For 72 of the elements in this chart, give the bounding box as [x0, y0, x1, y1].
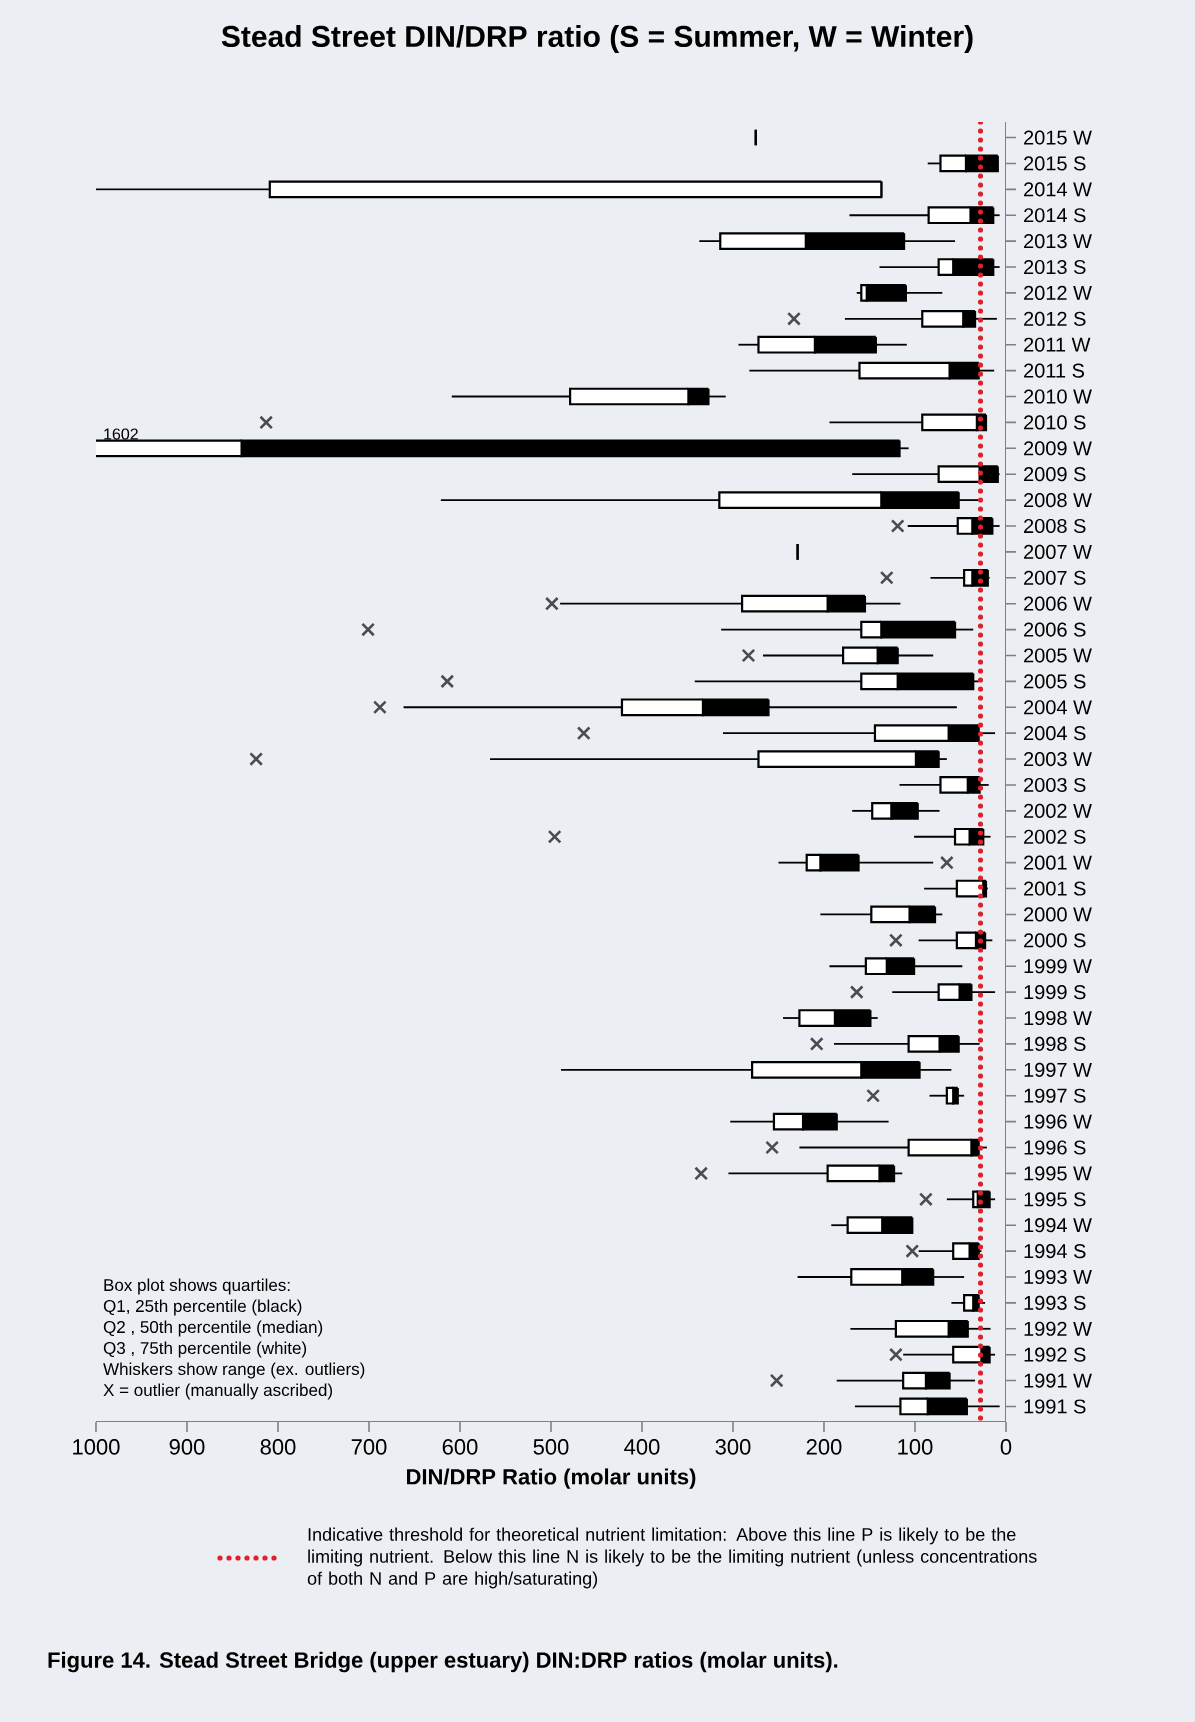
y-tick-label: 1997 S: [1024, 1088, 1086, 1103]
y-tick-label: 1993 S: [1024, 1295, 1086, 1310]
x-tick-label: 900: [169, 1439, 205, 1455]
x-tick-label: 600: [442, 1439, 478, 1455]
y-tick-label: 2015 S: [1024, 156, 1086, 171]
y-tick-label: 2002 W: [1024, 803, 1092, 818]
y-tick-label: 2006 W: [1024, 596, 1092, 611]
annotation: 1602: [104, 428, 138, 440]
x-tick-label: 100: [898, 1439, 933, 1455]
y-tick-label: 2005 S: [1024, 674, 1086, 689]
y-tick-label: 1995 S: [1024, 1192, 1086, 1207]
y-tick-label: 2003 S: [1024, 777, 1086, 793]
x-tick-label: 500: [533, 1439, 569, 1455]
y-tick-label: 1994 S: [1024, 1244, 1086, 1259]
y-tick-label: 2014 W: [1024, 182, 1092, 197]
annotation: Box plot shows quartiles:: [104, 1278, 290, 1295]
caption: Figure 14. Stead Street Bridge (upper estuary) DIN:DRP ratios (molar units).: [48, 1651, 838, 1673]
y-tick-label: 2011 W: [1024, 337, 1091, 352]
y-tick-label: 1999 W: [1024, 959, 1092, 974]
y-tick-label: 2005 W: [1024, 648, 1092, 663]
y-tick-label: 2011 S: [1024, 363, 1085, 378]
x-axis-title: DIN/DRP Ratio (molar units): [407, 1468, 696, 1489]
y-tick-label: 2007 S: [1024, 570, 1086, 585]
y-tick-label: 2008 W: [1024, 493, 1092, 508]
y-tick-label: 1997 W: [1024, 1062, 1092, 1077]
y-tick-label: 1991 S: [1024, 1399, 1086, 1414]
x-tick-label: 300: [715, 1439, 751, 1455]
y-tick-label: 1992 S: [1024, 1347, 1086, 1362]
legend-label: Indicative threshold for theoretical nutrient limitation: Above this line P is likely to be the limiting nutrient. Below this line N is likely to be the limiting nutrient (unless concentrations of both N and P are high/saturating): [307, 1527, 1037, 1589]
x-tick-label: 700: [351, 1439, 387, 1455]
y-tick-label: 2001 S: [1024, 881, 1086, 896]
y-tick-label: 2012 W: [1024, 285, 1092, 300]
y-tick-label: 2009 W: [1024, 441, 1092, 456]
y-tick-label: 2006 S: [1024, 622, 1086, 637]
y-tick-label: 1998 W: [1024, 1010, 1092, 1026]
y-tick-label: 2010 W: [1024, 389, 1092, 404]
y-tick-label: 2008 S: [1024, 518, 1086, 534]
y-tick-label: 1991 W: [1024, 1373, 1092, 1388]
y-tick-label: 2004 W: [1024, 700, 1092, 715]
y-tick-label: 1996 W: [1024, 1114, 1092, 1129]
annotation: Q2 , 50th percentile (median): [103, 1320, 323, 1337]
y-tick-label: 2000 S: [1024, 933, 1086, 948]
y-tick-label: 2013 W: [1024, 234, 1092, 249]
x-tick-label: 0: [1000, 1439, 1012, 1455]
y-tick-label: 2007 W: [1024, 544, 1092, 559]
y-tick-label: 1999 S: [1024, 985, 1086, 1000]
y-tick-label: 1996 S: [1024, 1140, 1086, 1155]
y-tick-label: 2015 W: [1024, 130, 1092, 145]
annotation: X = outlier (manually ascribed): [103, 1383, 333, 1400]
y-tick-label: 2012 S: [1024, 311, 1086, 326]
y-tick-label: 1995 W: [1024, 1166, 1092, 1181]
annotation: Q3 , 75th percentile (white): [103, 1341, 307, 1358]
y-tick-label: 2013 S: [1024, 259, 1086, 275]
chart-title: Stead Street DIN/DRP ratio (S = Summer, W = Winter): [221, 25, 973, 53]
y-tick-label: 1992 W: [1024, 1321, 1092, 1336]
y-tick-label: 2002 S: [1024, 829, 1086, 844]
x-tick-label: 200: [806, 1439, 842, 1455]
annotation: Q1, 25th percentile (black): [103, 1299, 302, 1316]
y-tick-label: 2003 W: [1024, 751, 1092, 767]
y-tick-label: 2014 S: [1024, 208, 1086, 223]
y-tick-label: 2009 S: [1024, 467, 1086, 482]
x-tick-label: 800: [260, 1439, 296, 1455]
annotation: Whiskers show range (ex. outliers): [103, 1362, 365, 1379]
y-tick-label: 1998 S: [1024, 1036, 1086, 1051]
y-tick-label: 2000 W: [1024, 907, 1092, 922]
y-tick-label: 2001 W: [1024, 855, 1092, 870]
x-tick-label: 400: [624, 1439, 660, 1455]
y-tick-label: 1993 W: [1024, 1269, 1092, 1285]
y-tick-label: 2004 S: [1024, 726, 1086, 741]
y-tick-label: 1994 W: [1024, 1218, 1092, 1233]
x-tick-label: 1000: [73, 1439, 120, 1455]
y-tick-label: 2010 S: [1024, 415, 1086, 430]
